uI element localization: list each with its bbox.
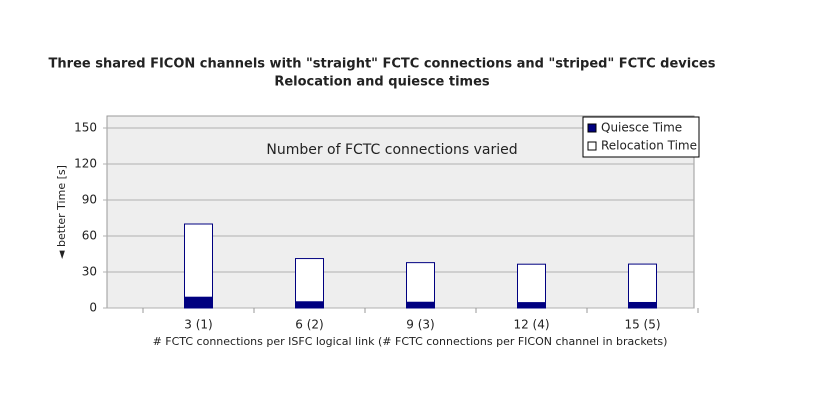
legend-box bbox=[582, 116, 700, 158]
x-tick-label: 9 (3) bbox=[406, 318, 434, 332]
x-tick-label: 15 (5) bbox=[624, 318, 660, 332]
y-tick-label: 150 bbox=[74, 121, 97, 135]
legend-label: Relocation Time bbox=[601, 139, 697, 153]
y-tick-label: 0 bbox=[89, 301, 97, 315]
bar-segment bbox=[517, 263, 546, 304]
bar-segment bbox=[406, 262, 435, 303]
y-tick-label: 60 bbox=[82, 229, 97, 243]
y-tick-label: 90 bbox=[82, 193, 97, 207]
annotation: Number of FCTC connections varied bbox=[266, 142, 517, 158]
bar-segment bbox=[184, 223, 213, 298]
bar-segment bbox=[184, 296, 213, 309]
bar-segment bbox=[295, 258, 324, 303]
chart-subtitle: Relocation and quiesce times bbox=[274, 75, 490, 90]
legend-label: Quiesce Time bbox=[601, 121, 682, 135]
bar-segment bbox=[628, 263, 657, 303]
bar-segment bbox=[406, 301, 435, 309]
x-axis-label: # FCTC connections per ISFC logical link… bbox=[153, 335, 668, 348]
y-tick-label: 30 bbox=[82, 265, 97, 279]
bar-segment bbox=[295, 301, 324, 309]
x-tick-label: 3 (1) bbox=[184, 318, 212, 332]
legend-swatch bbox=[587, 141, 597, 151]
x-tick-label: 6 (2) bbox=[295, 318, 323, 332]
y-axis-label: ◄ better Time [s] bbox=[55, 165, 68, 259]
legend-swatch bbox=[587, 123, 597, 133]
bar-segment bbox=[517, 302, 546, 309]
y-tick-label: 120 bbox=[74, 157, 97, 171]
x-tick-label: 12 (4) bbox=[513, 318, 549, 332]
chart-title: Three shared FICON channels with "straig… bbox=[49, 57, 716, 72]
bar-segment bbox=[628, 301, 657, 309]
